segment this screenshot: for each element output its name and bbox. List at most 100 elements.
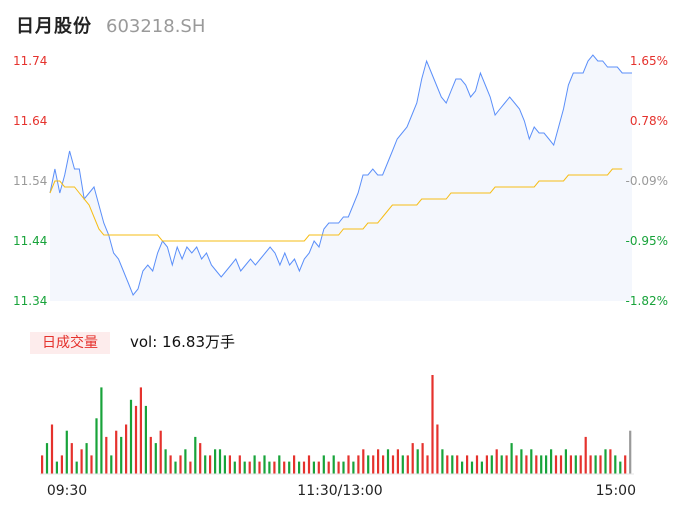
volume-bar <box>233 461 236 474</box>
volume-bar <box>243 461 246 474</box>
volume-bar <box>105 436 108 474</box>
volume-bar <box>564 449 567 475</box>
volume-bar <box>45 443 49 474</box>
volume-bar <box>322 455 325 474</box>
volume-bar <box>194 436 197 474</box>
volume-bar <box>149 436 152 474</box>
y-tick-left: 11.44 <box>13 234 47 248</box>
volume-bar <box>288 461 291 474</box>
volume-bar <box>525 455 528 474</box>
volume-bar <box>485 455 488 474</box>
volume-bar <box>559 455 563 474</box>
y-tick-right: -1.82% <box>626 294 668 308</box>
volume-bar <box>278 455 281 474</box>
volume-bar <box>154 443 157 474</box>
volume-bar <box>80 449 83 475</box>
volume-bar <box>189 461 192 474</box>
volume-bar <box>258 461 261 474</box>
volume-text: vol: 16.83万手 <box>130 333 235 351</box>
volume-bar <box>456 455 459 474</box>
volume-bar <box>604 449 607 475</box>
volume-bar <box>268 461 271 474</box>
volume-bar <box>129 399 133 475</box>
volume-bar <box>214 449 217 475</box>
volume-bar <box>50 424 54 474</box>
volume-bar <box>535 455 538 474</box>
volume-bar <box>431 375 434 474</box>
volume-bar <box>115 430 118 474</box>
stock-header: 日月股份 603218.SH <box>16 12 205 40</box>
price-area <box>50 55 632 301</box>
y-tick-right: 1.65% <box>630 54 668 68</box>
y-tick-left: 11.54 <box>13 174 47 188</box>
y-tick-right: 0.78% <box>630 114 668 128</box>
volume-bar <box>451 455 454 474</box>
volume-bar <box>317 461 320 474</box>
volume-bar <box>174 461 177 474</box>
stock-name: 日月股份 <box>16 16 92 37</box>
volume-bar <box>164 449 167 475</box>
volume-bar <box>510 443 513 474</box>
volume-bar <box>327 461 330 474</box>
volume-bar <box>204 455 207 474</box>
volume-bar <box>357 455 360 474</box>
volume-bar <box>372 455 375 474</box>
volume-bar <box>159 430 162 474</box>
x-tick-label: 11:30/13:00 <box>297 483 382 499</box>
volume-bar <box>545 455 548 474</box>
volume-bar <box>253 455 256 474</box>
volume-bar <box>184 449 187 475</box>
volume-bar <box>120 436 123 474</box>
volume-bar <box>332 455 335 474</box>
volume-bar <box>505 455 508 474</box>
volume-bar <box>367 455 370 474</box>
volume-bar <box>125 424 128 474</box>
volume-bar <box>337 461 340 474</box>
y-tick-left: 11.64 <box>13 114 47 128</box>
volume-bar <box>273 461 276 474</box>
volume-bar <box>475 455 479 474</box>
volume-bar <box>85 443 88 474</box>
volume-bar <box>139 387 142 474</box>
volume-bar <box>426 455 429 474</box>
volume-bar <box>490 455 493 474</box>
volume-bar <box>599 455 602 474</box>
volume-bar <box>90 455 93 474</box>
volume-bar <box>579 455 582 474</box>
volume-bar <box>629 430 632 474</box>
volume-bar <box>342 461 345 474</box>
volume-bar <box>401 455 404 474</box>
volume-bar <box>218 449 222 475</box>
volume-bar <box>352 461 355 474</box>
volume-bar <box>302 461 306 474</box>
y-tick-right: -0.95% <box>626 234 668 248</box>
volume-bar <box>144 405 147 474</box>
volume-bar <box>228 455 231 474</box>
volume-bar <box>480 461 483 474</box>
volume-bar <box>293 455 296 474</box>
volume-bar <box>41 455 44 474</box>
volume-bar <box>386 449 390 475</box>
volume-bar <box>554 455 558 474</box>
average-price-line <box>49 168 623 242</box>
volume-bar <box>540 455 543 474</box>
volume-bar <box>466 455 469 474</box>
volume-bar <box>624 455 627 474</box>
volume-bar <box>530 449 533 475</box>
volume-bar <box>179 455 182 474</box>
volume-bar <box>569 455 572 474</box>
volume-bar <box>209 455 212 474</box>
volume-bar <box>223 455 226 474</box>
volume-bar <box>75 461 78 474</box>
volume-bar <box>60 455 63 474</box>
volume-bar <box>515 455 518 474</box>
volume-bar <box>416 449 419 475</box>
volume-bar <box>614 455 617 474</box>
volume-bar <box>362 449 365 475</box>
volume-bar <box>589 455 592 474</box>
volume-bar <box>95 418 98 474</box>
volume-bar <box>470 461 474 474</box>
volume-badge: 日成交量 <box>30 332 110 354</box>
volume-bar <box>446 455 449 474</box>
volume-bar <box>391 455 395 474</box>
